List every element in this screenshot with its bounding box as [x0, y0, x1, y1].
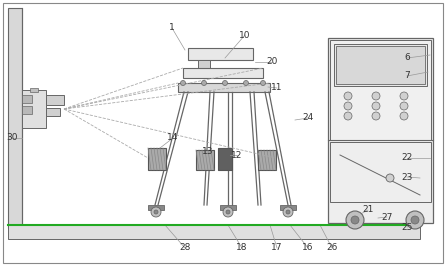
Bar [330, 40, 431, 140]
Circle shape [344, 112, 352, 120]
Text: 28: 28 [179, 243, 191, 252]
Circle shape [351, 216, 359, 224]
Circle shape [344, 92, 352, 100]
Text: 22: 22 [401, 153, 413, 163]
Bar [334, 44, 427, 86]
Text: 13: 13 [202, 148, 214, 156]
Circle shape [386, 174, 394, 182]
Text: 11: 11 [271, 84, 283, 93]
Circle shape [223, 81, 227, 85]
Circle shape [154, 210, 158, 214]
Text: 23: 23 [401, 172, 413, 181]
Bar [258, 150, 276, 170]
Circle shape [372, 92, 380, 100]
Text: 7: 7 [404, 72, 410, 81]
Bar [220, 205, 236, 210]
Circle shape [151, 207, 161, 217]
Circle shape [372, 102, 380, 110]
Text: 12: 12 [231, 151, 243, 160]
Circle shape [372, 112, 380, 120]
Circle shape [346, 211, 364, 229]
Bar [330, 142, 431, 202]
Bar [148, 148, 166, 170]
Text: 30: 30 [6, 134, 18, 143]
Text: 26: 26 [326, 243, 338, 252]
Text: 27: 27 [381, 213, 392, 222]
Bar [280, 205, 296, 210]
Bar [196, 150, 214, 170]
Bar [328, 38, 433, 223]
Text: 1: 1 [169, 23, 175, 32]
Text: 10: 10 [239, 31, 251, 39]
Bar [8, 225, 420, 239]
Text: 16: 16 [302, 243, 314, 252]
Circle shape [344, 102, 352, 110]
Bar [8, 8, 22, 228]
Text: 21: 21 [362, 206, 374, 214]
Bar [188, 48, 253, 60]
Circle shape [244, 81, 248, 85]
Circle shape [411, 216, 419, 224]
Bar [336, 46, 425, 84]
Bar [22, 90, 46, 128]
Circle shape [226, 210, 230, 214]
Circle shape [283, 207, 293, 217]
Bar [46, 95, 64, 105]
Text: 25: 25 [401, 222, 413, 231]
Bar [183, 68, 263, 78]
Bar [218, 148, 232, 170]
Text: 6: 6 [404, 53, 410, 63]
Text: 17: 17 [271, 243, 283, 252]
Bar [198, 60, 210, 68]
Text: 14: 14 [167, 134, 179, 143]
Text: 20: 20 [266, 57, 278, 66]
Bar [178, 83, 270, 92]
Circle shape [406, 211, 424, 229]
Text: 18: 18 [236, 243, 248, 252]
Circle shape [223, 207, 233, 217]
Circle shape [181, 81, 186, 85]
Text: 24: 24 [302, 114, 314, 123]
Bar [148, 205, 164, 210]
Bar [22, 95, 32, 103]
Circle shape [400, 92, 408, 100]
Circle shape [400, 102, 408, 110]
Circle shape [286, 210, 290, 214]
Bar [46, 108, 60, 116]
Circle shape [260, 81, 265, 85]
Circle shape [202, 81, 206, 85]
Bar [22, 106, 32, 114]
Circle shape [400, 112, 408, 120]
Bar [30, 88, 38, 92]
